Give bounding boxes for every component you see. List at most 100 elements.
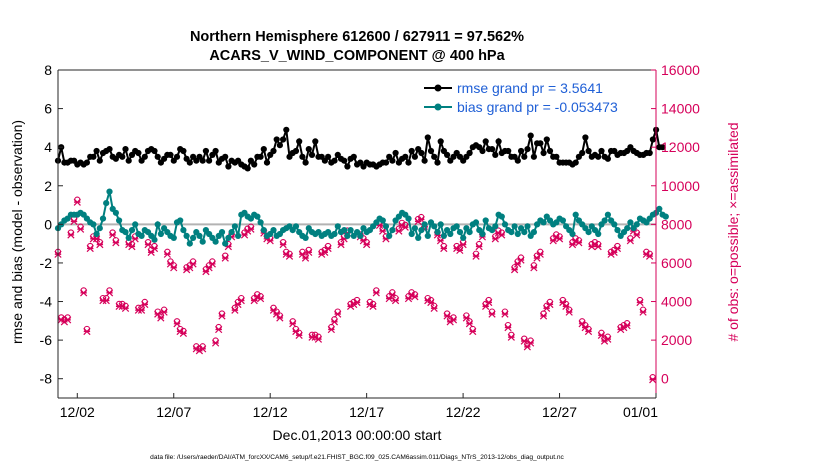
bias-point	[235, 232, 242, 239]
bias-point	[434, 229, 441, 236]
bias-point	[524, 223, 531, 230]
obs-assimilated-marker	[108, 231, 117, 239]
rmse-point	[154, 153, 161, 160]
obs-assimilated-marker	[170, 264, 178, 272]
obs-assimilated-marker	[237, 296, 245, 305]
obs-assimilated-marker	[391, 296, 400, 305]
rmse-point	[492, 151, 499, 158]
obs-assimilated-marker	[86, 244, 94, 253]
rmse-point	[495, 138, 502, 145]
bias-point	[270, 227, 277, 234]
bias-point	[601, 217, 608, 224]
bias-point	[514, 230, 521, 238]
bias-point	[595, 230, 602, 238]
bias-point	[347, 227, 354, 234]
obs-assimilated-marker	[427, 298, 435, 307]
obs-assimilated-marker	[623, 322, 631, 330]
obs-assimilated-marker	[536, 250, 544, 258]
bias-point	[585, 229, 592, 236]
bias-point	[411, 225, 418, 232]
obs-assimilated-marker	[330, 318, 339, 326]
bias-point	[103, 200, 110, 207]
rmse-point	[540, 149, 547, 157]
rmse-point	[119, 153, 126, 160]
obs-assimilated-marker	[150, 244, 159, 253]
obs-assimilated-marker	[102, 296, 110, 305]
obs-assimilated-marker	[546, 300, 554, 309]
obs-assimilated-marker	[639, 308, 647, 316]
y-tick-label-left: -4	[40, 294, 53, 310]
bias-point	[431, 223, 438, 230]
rmse-point	[331, 157, 338, 164]
bias-point	[260, 227, 267, 234]
rmse-point	[199, 157, 206, 164]
obs-assimilated-marker	[369, 302, 377, 311]
rmse-point	[350, 153, 357, 160]
obs-assimilated-marker	[121, 304, 130, 312]
bias-point	[614, 227, 621, 234]
obs-assimilated-marker	[510, 266, 519, 274]
y-tick-label-left: -8	[40, 371, 53, 387]
obs-assimilated-marker	[83, 327, 91, 336]
obs-assimilated-marker	[472, 252, 480, 260]
obs-assimilated-marker	[128, 242, 136, 251]
legend-entry-rmse: rmse grand pr = 3.5641	[457, 80, 603, 96]
x-tick-label: 12/27	[542, 404, 577, 420]
rmse-point	[212, 147, 219, 155]
bias-point	[170, 234, 177, 241]
obs-assimilated-marker	[594, 242, 602, 251]
rmse-point	[222, 153, 229, 160]
bias-point	[177, 217, 184, 224]
rmse-point	[572, 159, 579, 166]
rmse-point	[546, 147, 554, 155]
rmse-point	[582, 134, 589, 141]
rmse-point	[466, 149, 473, 157]
rmse-point	[251, 161, 258, 168]
obs-assimilated-marker	[504, 323, 512, 332]
rmse-point	[659, 144, 666, 151]
rmse-point	[402, 153, 409, 160]
rmse-point	[206, 157, 213, 164]
y-tick-label-right: 14000	[661, 101, 700, 117]
y-tick-label-left: 8	[44, 62, 52, 78]
bias-point	[106, 188, 113, 195]
obs-assimilated-marker	[363, 241, 371, 249]
bias-point	[382, 223, 390, 230]
rmse-point	[505, 147, 512, 155]
bias-point	[466, 229, 473, 236]
bias-point	[331, 230, 338, 238]
obs-assimilated-marker	[247, 225, 255, 233]
rmse-point	[141, 153, 148, 160]
obs-assimilated-marker	[539, 312, 548, 320]
bias-point	[218, 229, 226, 236]
bias-point	[389, 227, 396, 234]
bias-point	[511, 223, 518, 230]
rmse-point	[283, 126, 290, 133]
obs-assimilated-marker	[199, 345, 207, 353]
rmse-point	[125, 157, 132, 164]
obs-assimilated-marker	[353, 298, 361, 307]
rmse-point	[280, 136, 287, 143]
bias-point	[492, 223, 499, 230]
obs-assimilated-marker	[173, 320, 181, 328]
rmse-point	[524, 146, 531, 153]
bias-point	[421, 221, 428, 228]
bias-point	[183, 232, 190, 239]
obs-assimilated-marker	[67, 231, 75, 239]
bias-point	[479, 230, 486, 238]
y-tick-label-right: 0	[661, 371, 669, 387]
y-axis-label-right: # of obs: o=possible; ×=assimilated	[725, 122, 741, 341]
rmse-point	[305, 146, 312, 153]
obs-assimilated-marker	[211, 339, 220, 347]
rmse-point	[93, 147, 100, 155]
bias-point	[292, 223, 300, 230]
obs-assimilated-marker	[485, 298, 493, 307]
obs-assimilated-marker	[449, 316, 458, 324]
rmse-point	[341, 157, 348, 164]
rmse-point	[408, 147, 415, 155]
x-tick-label: 12/12	[253, 404, 288, 420]
x-tick-label: 12/17	[349, 404, 384, 420]
obs-assimilated-marker	[305, 248, 313, 256]
series-layer	[54, 126, 669, 384]
rmse-point	[444, 151, 451, 158]
